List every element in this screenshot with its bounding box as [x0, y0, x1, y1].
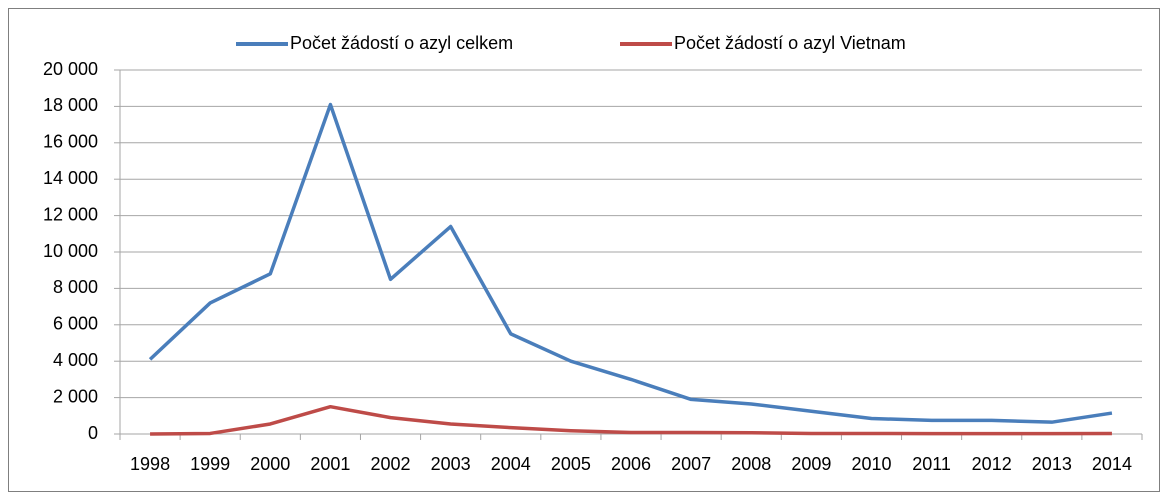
x-tick-label: 2001 — [310, 454, 350, 474]
x-tick-label: 1998 — [130, 454, 170, 474]
y-tick-label: 0 — [88, 423, 98, 443]
x-tick-label: 2010 — [851, 454, 891, 474]
y-tick-label: 8 000 — [53, 277, 98, 297]
series-line — [148, 102, 1113, 424]
x-tick-label: 2004 — [491, 454, 531, 474]
x-tick-label: 2009 — [791, 454, 831, 474]
y-tick-label: 12 000 — [43, 204, 98, 224]
legend-label: Počet žádostí o azyl celkem — [290, 33, 513, 53]
y-tick-label: 2 000 — [53, 386, 98, 406]
chart-frame — [8, 8, 1160, 492]
y-tick-label: 10 000 — [43, 241, 98, 261]
x-tick-label: 2006 — [611, 454, 651, 474]
y-tick-label: 16 000 — [43, 132, 98, 152]
y-tick-label: 6 000 — [53, 314, 98, 334]
x-tick-label: 2003 — [431, 454, 471, 474]
x-tick-label: 2000 — [250, 454, 290, 474]
y-tick-label: 14 000 — [43, 168, 98, 188]
x-tick-label: 2011 — [912, 454, 951, 474]
y-tick-label: 4 000 — [53, 350, 98, 370]
x-tick-label: 1999 — [190, 454, 230, 474]
x-tick-label: 2007 — [671, 454, 711, 474]
x-tick-label: 2002 — [371, 454, 411, 474]
x-tick-label: 2014 — [1092, 454, 1132, 474]
x-tick-label: 2005 — [551, 454, 591, 474]
x-tick-label: 2012 — [972, 454, 1012, 474]
y-tick-label: 20 000 — [43, 59, 98, 79]
y-tick-label: 18 000 — [43, 95, 98, 115]
x-tick-label: 2008 — [731, 454, 771, 474]
legend-label: Počet žádostí o azyl Vietnam — [674, 33, 906, 53]
x-tick-label: 2013 — [1032, 454, 1072, 474]
series-line — [150, 404, 1112, 436]
